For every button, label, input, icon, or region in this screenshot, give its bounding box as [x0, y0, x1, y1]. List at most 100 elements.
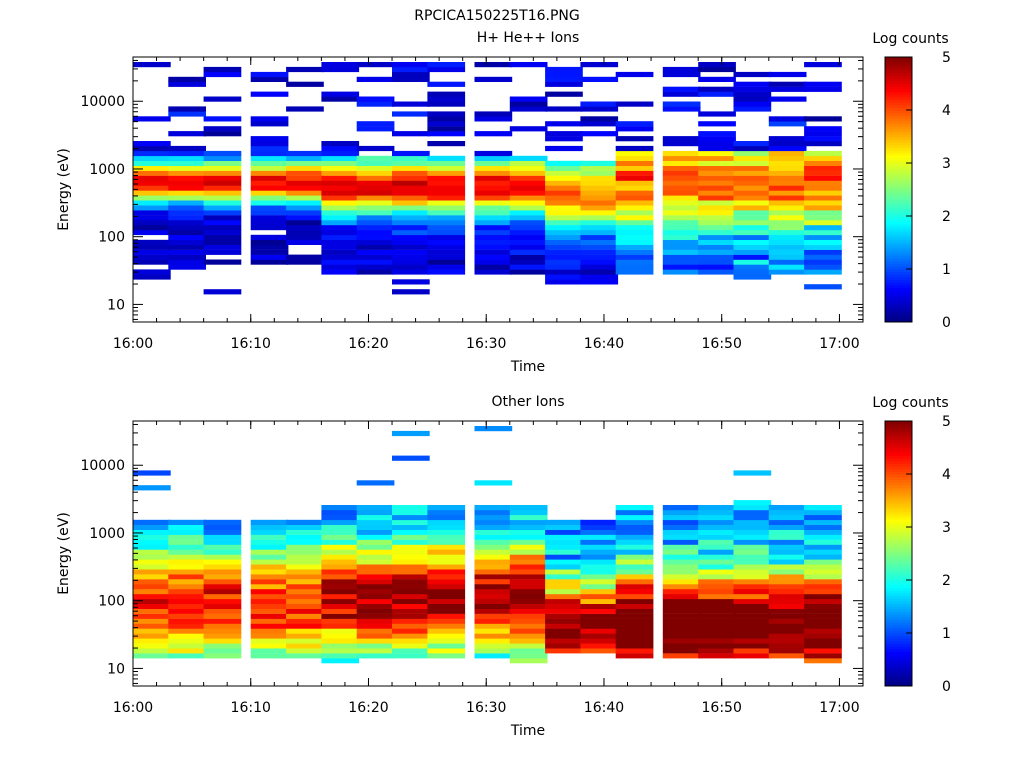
heatmap-cell [203, 175, 242, 181]
heatmap-cell [804, 229, 842, 236]
heatmap-cell [733, 643, 772, 649]
heatmap-cell [133, 215, 171, 221]
heatmap-cell [509, 185, 548, 191]
heatmap-cell [768, 539, 807, 545]
heatmap-cell [286, 653, 324, 659]
heatmap-cell [768, 613, 807, 619]
heatmap-cell [804, 160, 842, 166]
heatmap-cell [250, 539, 289, 545]
heatmap-cell [509, 215, 548, 221]
colorbar-frame [884, 56, 913, 323]
heatmap-cell [168, 195, 206, 201]
heatmap-cell [356, 259, 395, 265]
heatmap-cell [133, 244, 171, 250]
heatmap-cell [733, 603, 772, 609]
heatmap-cell [474, 618, 513, 624]
heatmap-cell [286, 638, 324, 644]
heatmap-cell [356, 269, 395, 275]
colorbar-segment [885, 426, 912, 430]
heatmap-cell [356, 514, 395, 521]
heatmap-cell [615, 254, 654, 260]
heatmap-cell [698, 514, 736, 521]
heatmap-cell [356, 180, 395, 186]
heatmap-cell [733, 589, 772, 595]
heatmap-cell [615, 269, 654, 275]
heatmap-cell [392, 505, 430, 511]
colorbar-segment [885, 558, 912, 562]
heatmap-cell [356, 121, 395, 127]
heatmap-cell [662, 259, 701, 265]
colorbar-segment [885, 213, 912, 217]
heatmap-cell [168, 579, 206, 585]
heatmap-cell [427, 141, 466, 147]
heatmap-cell [392, 205, 430, 211]
heatmap-cell [392, 648, 430, 654]
heatmap-cell [733, 529, 772, 535]
heatmap-cell [545, 559, 583, 565]
heatmap-cell [133, 549, 171, 555]
colorbar-segment [885, 221, 912, 225]
heatmap-cell [250, 165, 289, 171]
x-tick-label: 16:30 [466, 700, 506, 716]
heatmap-cell [768, 71, 807, 78]
heatmap-cell [804, 648, 842, 654]
heatmap-cell [356, 608, 395, 614]
heatmap-cell [250, 136, 289, 142]
heatmap-cell [580, 608, 619, 614]
heatmap-cell [392, 200, 430, 206]
heatmap-cell [662, 160, 701, 166]
heatmap-cell [615, 564, 654, 570]
heatmap-cell [509, 180, 548, 186]
heatmap-cell [580, 638, 619, 644]
heatmap-cell [804, 633, 842, 639]
heatmap-cell [509, 239, 548, 245]
colorbar-label: Log counts [872, 31, 948, 47]
heatmap-cell [356, 539, 395, 545]
heatmap-cell [356, 584, 395, 590]
y-tick-label: 100 [98, 230, 125, 246]
heatmap-cell [580, 648, 619, 654]
heatmap-cell [698, 150, 736, 157]
heatmap-cell [662, 210, 701, 216]
heatmap-cell [203, 185, 242, 191]
colorbar-segment [885, 513, 912, 517]
heatmap-cell [286, 185, 324, 191]
heatmap-cell [427, 195, 466, 201]
colorbar-segment [885, 163, 912, 167]
heatmap-cell [580, 564, 619, 570]
heatmap-cell [509, 269, 548, 275]
heatmap-cell [509, 608, 548, 614]
heatmap-cell [804, 190, 842, 196]
heatmap-cell [474, 584, 513, 590]
heatmap-cell [168, 653, 206, 659]
heatmap-cell [392, 584, 430, 590]
heatmap-cell [133, 529, 171, 535]
heatmap-cell [427, 633, 466, 639]
colorbar-segment [885, 284, 912, 289]
heatmap-cell [545, 170, 583, 176]
colorbar-segment [885, 656, 912, 660]
heatmap-cell [250, 598, 289, 604]
heatmap-cell [168, 638, 206, 644]
heatmap-cell [698, 613, 736, 619]
heatmap-cell [733, 81, 772, 87]
heatmap-cell [168, 598, 206, 604]
heatmap-cell [768, 86, 807, 92]
heatmap-cell [768, 136, 807, 142]
heatmap-cell [733, 91, 772, 97]
heatmap-cell [698, 180, 736, 186]
heatmap-cell [133, 155, 171, 161]
colorbar-tick-label: 5 [942, 414, 951, 430]
colorbar-segment [885, 625, 912, 629]
heatmap-cell [168, 160, 206, 166]
colorbar-segment [885, 279, 912, 283]
colorbar-segment [885, 242, 912, 246]
heatmap-cell [545, 524, 583, 530]
heatmap-cell [545, 569, 583, 575]
heatmap-cell [427, 66, 466, 73]
heatmap-cell [356, 603, 395, 609]
heatmap-cell [133, 608, 171, 614]
heatmap-cell [804, 205, 842, 211]
heatmap-cell [356, 200, 395, 206]
heatmap-cell [427, 244, 466, 250]
